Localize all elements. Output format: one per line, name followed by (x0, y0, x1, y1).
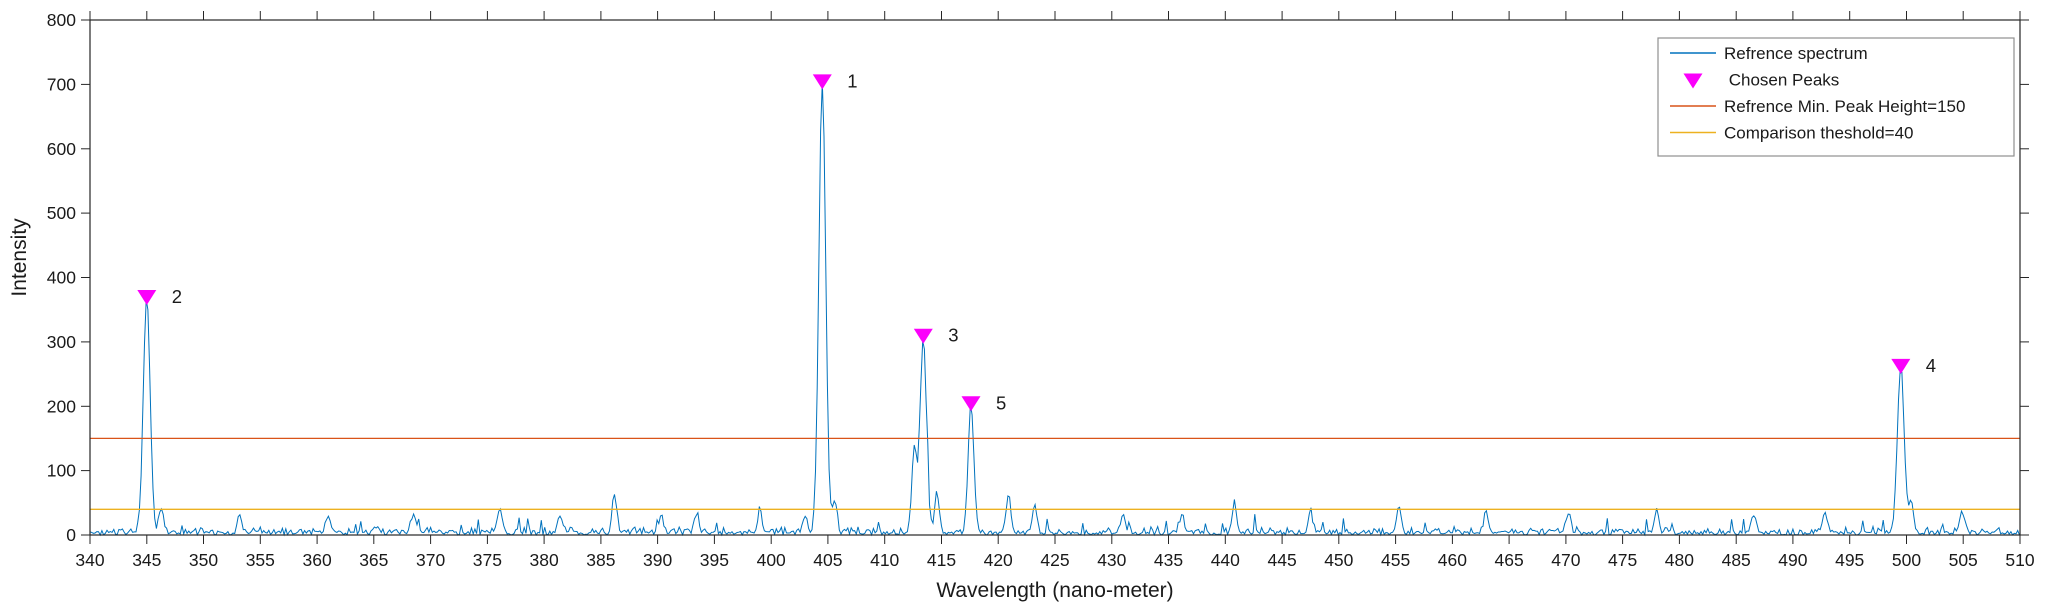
x-tick-label: 390 (643, 550, 672, 570)
x-tick-label: 435 (1154, 550, 1183, 570)
y-tick-label: 700 (47, 74, 76, 94)
y-tick-label: 100 (47, 461, 76, 481)
legend-entry-label: Chosen Peaks (1724, 71, 1839, 90)
x-tick-label: 350 (189, 550, 218, 570)
x-tick-label: 370 (416, 550, 445, 570)
peak-marker (137, 290, 157, 305)
x-tick-label: 340 (75, 550, 104, 570)
x-tick-label: 385 (586, 550, 615, 570)
x-tick-label: 365 (359, 550, 388, 570)
x-axis-label: Wavelength (nano-meter) (936, 579, 1173, 602)
x-tick-label: 465 (1494, 550, 1523, 570)
legend-entry-label: Refrence spectrum (1724, 44, 1868, 63)
y-tick-label: 200 (47, 396, 76, 416)
x-tick-label: 425 (1040, 550, 1069, 570)
y-tick-label: 600 (47, 139, 76, 159)
reference-spectrum-line (89, 81, 2020, 537)
x-tick-label: 490 (1778, 550, 1807, 570)
legend-entry-label: Refrence Min. Peak Height=150 (1724, 97, 1965, 116)
y-axis-label: Intensity (8, 218, 31, 297)
y-tick-label: 800 (47, 10, 76, 30)
legend-box (1657, 37, 2015, 157)
x-tick-label: 430 (1097, 550, 1126, 570)
x-tick-label: 480 (1665, 550, 1694, 570)
peak-marker (812, 74, 832, 90)
y-tick-label: 0 (66, 525, 76, 545)
x-tick-label: 415 (927, 550, 956, 570)
x-tick-label: 485 (1722, 550, 1751, 570)
x-tick-label: 460 (1438, 550, 1467, 570)
x-tick-label: 400 (757, 550, 786, 570)
x-tick-label: 470 (1551, 550, 1580, 570)
x-tick-label: 475 (1608, 550, 1637, 570)
legend-sample-triangle (1683, 73, 1703, 89)
x-tick-label: 455 (1381, 550, 1410, 570)
legend-entry-label: Comparison theshold=40 (1724, 124, 1913, 143)
x-tick-label: 500 (1892, 550, 1921, 570)
x-tick-label: 445 (1267, 550, 1296, 570)
y-tick-label: 500 (47, 203, 76, 223)
peak-number-label: 3 (948, 325, 958, 346)
x-tick-label: 345 (132, 550, 161, 570)
peak-number-label: 5 (996, 392, 1006, 413)
x-tick-label: 505 (1949, 550, 1978, 570)
y-tick-label: 400 (47, 268, 76, 288)
x-tick-label: 395 (700, 550, 729, 570)
x-tick-label: 495 (1835, 550, 1864, 570)
x-tick-label: 355 (246, 550, 275, 570)
x-tick-label: 420 (984, 550, 1013, 570)
x-tick-label: 440 (1211, 550, 1240, 570)
peak-marker (1891, 358, 1911, 374)
y-tick-label: 300 (47, 332, 76, 352)
peak-number-label: 4 (1926, 355, 1936, 376)
x-tick-label: 410 (870, 550, 899, 570)
x-tick-label: 375 (473, 550, 502, 570)
peak-number-label: 2 (172, 286, 182, 307)
peak-number-label: 1 (847, 70, 857, 91)
x-tick-label: 360 (302, 550, 331, 570)
x-tick-label: 405 (813, 550, 842, 570)
peak-marker (961, 396, 981, 412)
x-tick-label: 380 (529, 550, 558, 570)
x-tick-label: 450 (1324, 550, 1353, 570)
x-tick-label: 510 (2005, 550, 2034, 570)
peak-marker (913, 328, 933, 344)
